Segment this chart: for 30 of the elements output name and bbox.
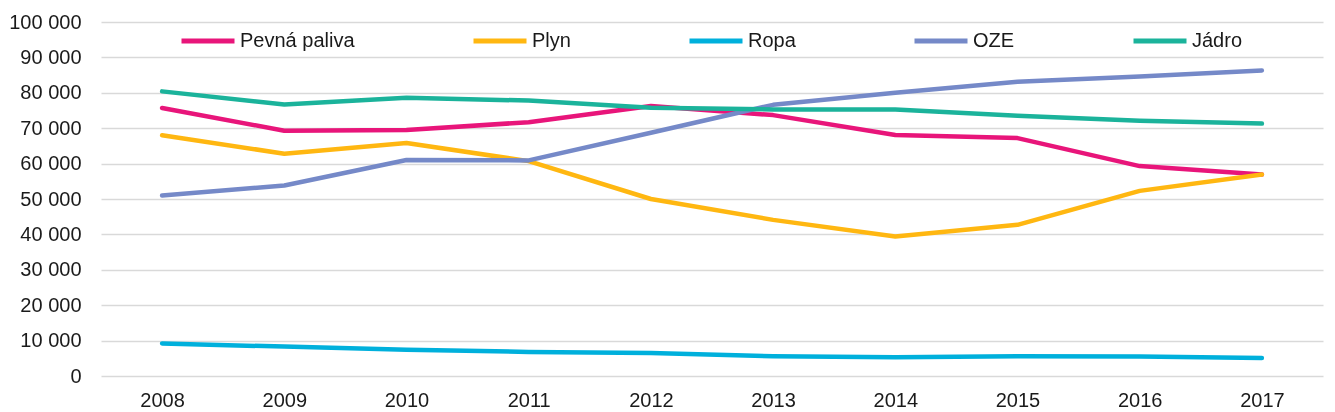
x-tick-label: 2014 — [873, 388, 919, 411]
y-tick-label: 70 000 — [20, 116, 82, 139]
legend-label: Ropa — [748, 29, 797, 51]
legend-label: Plyn — [532, 29, 571, 51]
y-tick-label: 100 000 — [9, 10, 82, 33]
y-tick-label: 50 000 — [20, 187, 82, 210]
line-series — [159, 133, 1265, 239]
x-tick-label: 2008 — [140, 388, 185, 411]
legend-label: OZE — [973, 29, 1015, 51]
line-series — [159, 341, 1265, 361]
x-tick-label: 2015 — [995, 388, 1041, 411]
y-tick-label: 10 000 — [20, 329, 82, 352]
x-tick-label: 2012 — [629, 388, 674, 411]
legend-label: Jádro — [1192, 29, 1243, 51]
x-tick-label: 2017 — [1240, 388, 1285, 411]
line-series — [159, 89, 1265, 126]
y-tick-label: 40 000 — [20, 222, 82, 245]
legend-label: Pevná paliva — [240, 29, 356, 51]
y-tick-label: 90 000 — [20, 45, 82, 68]
y-tick-label: 30 000 — [20, 258, 82, 281]
x-tick-label: 2013 — [751, 388, 796, 411]
y-tick-label: 80 000 — [20, 81, 82, 104]
y-tick-label: 60 000 — [20, 152, 82, 175]
x-tick-label: 2011 — [507, 388, 551, 411]
line-series — [159, 68, 1265, 198]
y-tick-label: 20 000 — [20, 293, 82, 316]
x-tick-label: 2016 — [1117, 388, 1163, 411]
x-tick-label: 2010 — [384, 388, 430, 411]
x-tick-label: 2009 — [262, 388, 308, 411]
y-tick-label: 0 — [70, 364, 82, 387]
